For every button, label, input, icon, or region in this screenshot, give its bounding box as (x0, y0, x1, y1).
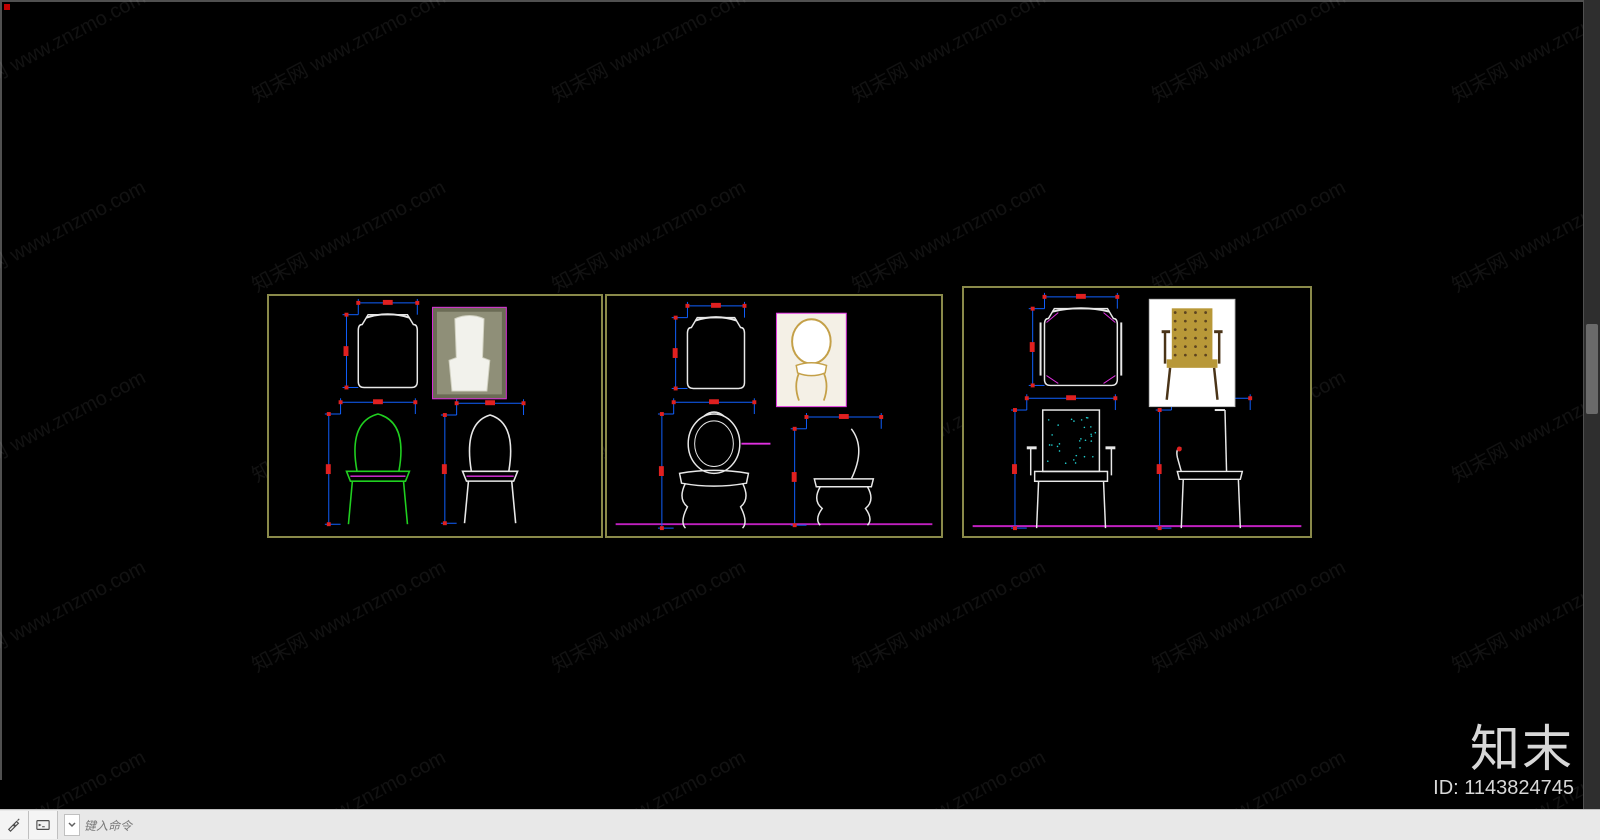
command-line-toggle[interactable] (29, 811, 58, 839)
customize-button[interactable] (0, 811, 29, 839)
vertical-scrollbar[interactable] (1583, 0, 1600, 810)
scroll-thumb[interactable] (1586, 324, 1598, 414)
panel-3 (962, 286, 1312, 538)
command-hint: 键入命令 (84, 817, 132, 834)
status-bar: 键入命令 (0, 809, 1600, 840)
cad-drawing-area[interactable]: 知末网 www.znzmo.com知末网 www.znzmo.com知末网 ww… (0, 0, 1600, 810)
command-input-area[interactable]: 键入命令 (58, 814, 1600, 836)
command-caret-box (64, 814, 80, 836)
panel-1 (267, 294, 603, 538)
viewport-corner-marker (4, 4, 10, 10)
panel-2 (605, 294, 943, 538)
